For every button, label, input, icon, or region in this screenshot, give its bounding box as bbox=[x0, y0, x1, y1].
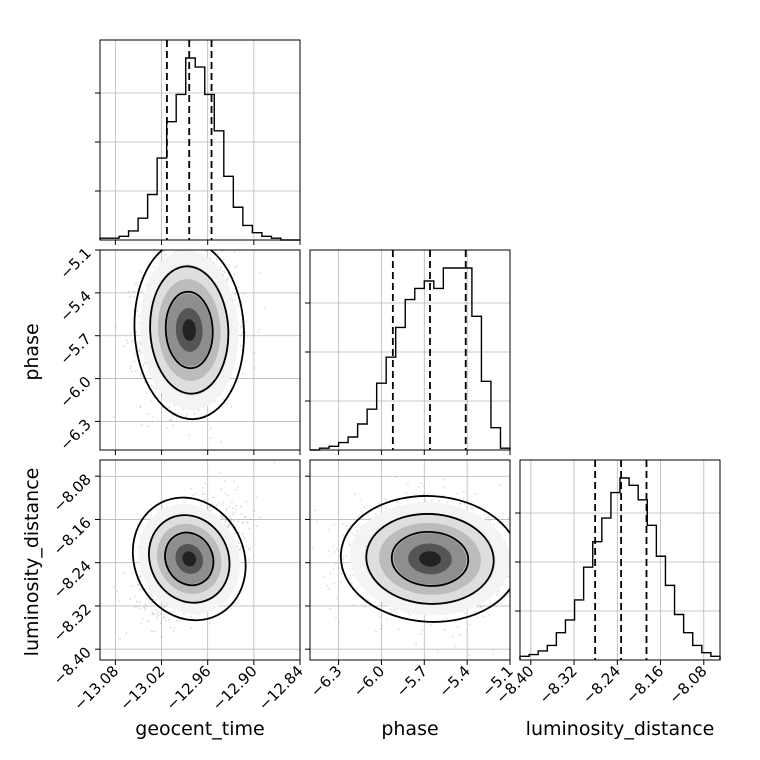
y-tick-label: −8.24 bbox=[50, 557, 95, 602]
contour-line bbox=[365, 513, 495, 605]
panel-hist-phase bbox=[305, 249, 511, 455]
y-tick-label: −8.32 bbox=[50, 600, 95, 645]
density-region bbox=[182, 319, 196, 341]
panel-scatter-luminosity-distance-vs-geocent-time: −8.40−8.32−8.24−8.16−8.08−13.08−13.02−12… bbox=[50, 459, 307, 714]
y-tick-label: −6.0 bbox=[56, 373, 94, 411]
histogram-luminosity_distance bbox=[519, 477, 721, 660]
scatter-points bbox=[311, 476, 510, 656]
panel-frame bbox=[309, 459, 511, 661]
y-tick-label: −8.08 bbox=[50, 470, 95, 515]
contour-line bbox=[390, 531, 470, 587]
x-tick-label: −13.02 bbox=[116, 662, 168, 714]
panel-frame bbox=[99, 39, 301, 241]
y-axis-label-luminosity-distance: luminosity_distance bbox=[21, 468, 43, 657]
density-region bbox=[182, 551, 197, 567]
x-tick-label: −8.24 bbox=[579, 662, 624, 707]
x-tick-label: −6.3 bbox=[307, 662, 345, 700]
y-tick-label: −8.16 bbox=[50, 514, 95, 559]
x-tick-label: −12.96 bbox=[163, 662, 215, 714]
y-tick-label: −5.4 bbox=[56, 287, 94, 325]
contour-line bbox=[339, 495, 510, 623]
x-axis-label-phase: phase bbox=[381, 718, 438, 740]
panel-frame bbox=[519, 459, 721, 661]
panel-hist-luminosity-distance: −8.40−8.32−8.24−8.16−8.08 bbox=[492, 459, 721, 707]
x-axis-label-geocent-time: geocent_time bbox=[135, 718, 264, 740]
y-tick-label: −5.1 bbox=[56, 244, 94, 282]
scatter-points bbox=[113, 461, 275, 641]
y-tick-label: −5.7 bbox=[56, 330, 94, 368]
panel-scatter-luminosity-distance-vs-phase: −6.3 −6.0 −5.7 −5.4 −5.1 bbox=[305, 459, 517, 701]
contour-line bbox=[164, 531, 215, 587]
histogram-phase bbox=[310, 267, 511, 451]
contour-line bbox=[133, 250, 245, 421]
x-axis-label-luminosity-distance: luminosity_distance bbox=[526, 718, 715, 740]
x-tick-label: −12.84 bbox=[255, 662, 307, 714]
contour-line bbox=[131, 496, 247, 622]
scatter-points bbox=[113, 250, 266, 443]
y-tick-label: −6.3 bbox=[56, 416, 94, 454]
contour-line bbox=[149, 265, 230, 395]
histogram-geocent_time bbox=[99, 57, 300, 241]
x-tick-label: −8.16 bbox=[622, 662, 667, 707]
x-tick-label: −8.08 bbox=[665, 662, 710, 707]
x-tick-label: −12.90 bbox=[209, 662, 261, 714]
panel-frame bbox=[309, 249, 511, 451]
contour-line bbox=[164, 290, 214, 370]
x-tick-label: −5.7 bbox=[393, 662, 431, 700]
panel-hist-geocent-time bbox=[95, 39, 301, 245]
panel-frame bbox=[99, 249, 301, 451]
y-axis-label-phase: phase bbox=[21, 323, 43, 380]
x-tick-label: −8.32 bbox=[536, 662, 581, 707]
contour-line bbox=[148, 514, 231, 604]
y-tick-label: −8.40 bbox=[50, 643, 95, 688]
x-tick-label: −6.0 bbox=[350, 662, 388, 700]
density-region bbox=[419, 551, 441, 567]
x-tick-label: −5.4 bbox=[435, 662, 473, 700]
panel-frame bbox=[99, 459, 301, 661]
